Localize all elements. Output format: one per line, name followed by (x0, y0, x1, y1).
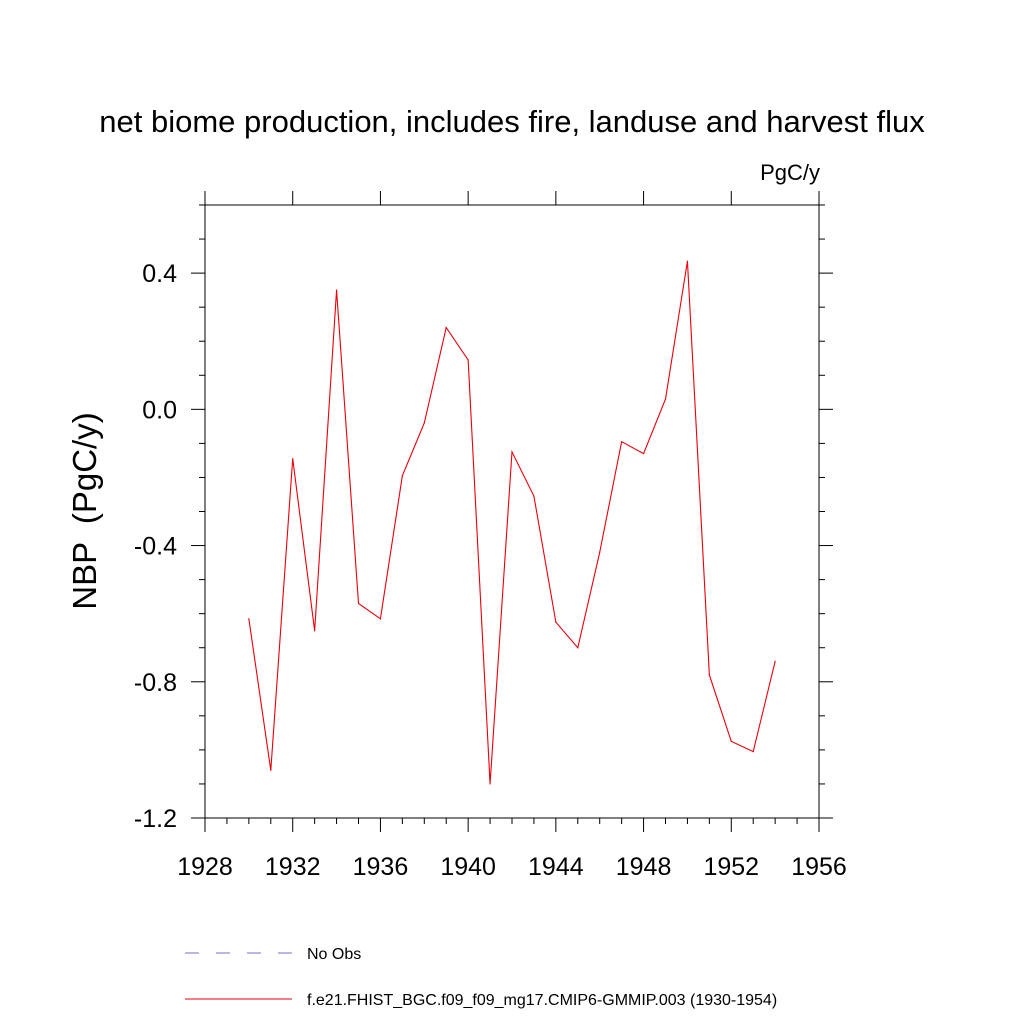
y-tick-label: -1.2 (134, 805, 177, 833)
data-point (357, 602, 360, 605)
data-point (248, 618, 250, 620)
data-point (270, 769, 272, 771)
axis-ticks: 1928 1932 1936 1940 1944 1948 1952 1956 -1.2 -0.8… (134, 191, 847, 881)
data-point (401, 475, 403, 477)
data-point (467, 359, 469, 361)
x-tick-label: 1944 (528, 853, 584, 881)
data-point (686, 260, 689, 262)
data-point (511, 451, 513, 453)
legend-label-0: No Obs (307, 946, 361, 963)
data-point (423, 422, 425, 424)
data-point (708, 674, 710, 676)
data-point (314, 630, 316, 632)
x-tick-label: 1952 (703, 853, 759, 881)
x-tick-label: 1928 (177, 853, 233, 881)
x-tick-label: 1932 (265, 853, 321, 881)
chart-title: net biome production, includes fire, lan… (99, 104, 925, 139)
x-tick-label: 1948 (616, 853, 672, 881)
data-point (379, 618, 382, 620)
legend-label-1: f.e21.FHIST_BGC.f09_f09_mg17.CMIP6-GMMIP… (307, 992, 777, 1009)
data-point (730, 740, 732, 742)
legend: No Obs f.e21.FHIST_BGC.f09_f09_mg17.CMIP6… (185, 946, 777, 1009)
series-line-0 (248, 261, 776, 784)
units-label: PgC/y (760, 160, 820, 185)
data-point (533, 495, 535, 497)
data-point (335, 289, 338, 291)
y-tick-label: -0.8 (134, 669, 177, 697)
x-tick-label: 1936 (353, 853, 409, 881)
x-tick-label: 1940 (440, 853, 496, 881)
data-point (774, 660, 776, 662)
data-point (577, 647, 579, 649)
data-point (621, 441, 623, 443)
x-tick-label: 1956 (791, 853, 847, 881)
data-point (489, 783, 491, 785)
y-tick-label: 0.4 (142, 260, 177, 288)
series-layer (248, 260, 776, 785)
data-point (445, 327, 447, 329)
data-point (555, 621, 557, 623)
plot-frame (204, 204, 820, 819)
data-point (752, 750, 754, 753)
y-tick-label: -0.4 (134, 533, 177, 561)
data-point (292, 458, 294, 460)
data-point (599, 551, 601, 553)
y-axis-label: NBP (PgC/y) (66, 412, 103, 609)
data-point (642, 453, 645, 455)
y-tick-label: 0.0 (142, 396, 177, 424)
data-point (664, 398, 667, 400)
